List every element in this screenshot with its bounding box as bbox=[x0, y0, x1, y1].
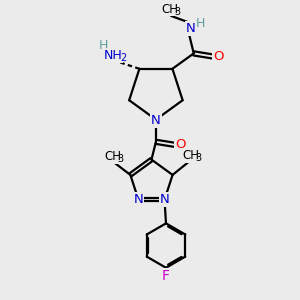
Text: N: N bbox=[134, 193, 143, 206]
Text: H: H bbox=[196, 17, 205, 30]
Text: N: N bbox=[160, 193, 170, 206]
Text: CH: CH bbox=[104, 150, 121, 163]
Text: NH: NH bbox=[103, 49, 122, 62]
Text: 2: 2 bbox=[121, 52, 127, 62]
Text: CH: CH bbox=[161, 3, 178, 16]
Text: 3: 3 bbox=[174, 7, 181, 17]
Text: F: F bbox=[162, 269, 170, 283]
Text: N: N bbox=[151, 114, 161, 127]
Text: 3: 3 bbox=[118, 154, 124, 164]
Text: O: O bbox=[213, 50, 224, 63]
Text: O: O bbox=[176, 138, 186, 151]
Text: 3: 3 bbox=[196, 153, 202, 163]
Text: H: H bbox=[98, 39, 108, 52]
Text: CH: CH bbox=[182, 149, 200, 163]
Text: N: N bbox=[186, 22, 196, 35]
